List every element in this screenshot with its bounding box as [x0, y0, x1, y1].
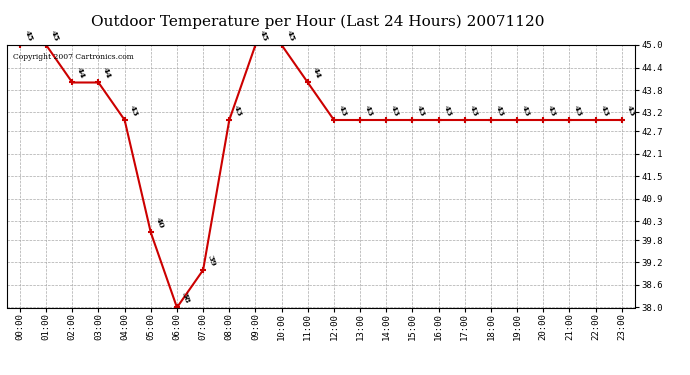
Text: 44: 44 [310, 66, 322, 80]
Text: 43: 43 [468, 104, 479, 117]
Text: 45: 45 [284, 28, 296, 42]
Text: 43: 43 [363, 104, 375, 117]
Text: 43: 43 [598, 104, 610, 117]
Text: 44: 44 [75, 66, 87, 80]
Text: 43: 43 [415, 104, 426, 117]
Text: 45: 45 [49, 28, 61, 42]
Text: 43: 43 [546, 104, 558, 117]
Text: 45: 45 [23, 28, 34, 42]
Text: 44: 44 [101, 66, 112, 80]
Text: Outdoor Temperature per Hour (Last 24 Hours) 20071120: Outdoor Temperature per Hour (Last 24 Ho… [90, 15, 544, 29]
Text: 40: 40 [154, 216, 165, 230]
Text: 43: 43 [442, 104, 453, 117]
Text: 39: 39 [206, 254, 217, 267]
Text: 43: 43 [572, 104, 584, 117]
Text: 43: 43 [493, 104, 505, 117]
Text: Copyright 2007 Cartronics.com: Copyright 2007 Cartronics.com [13, 53, 134, 61]
Text: 43: 43 [624, 104, 636, 117]
Text: 43: 43 [128, 104, 139, 117]
Text: 43: 43 [337, 104, 348, 117]
Text: 45: 45 [258, 28, 270, 42]
Text: 38: 38 [179, 291, 191, 305]
Text: 43: 43 [232, 104, 244, 117]
Text: 43: 43 [389, 104, 400, 117]
Text: 43: 43 [520, 104, 531, 117]
